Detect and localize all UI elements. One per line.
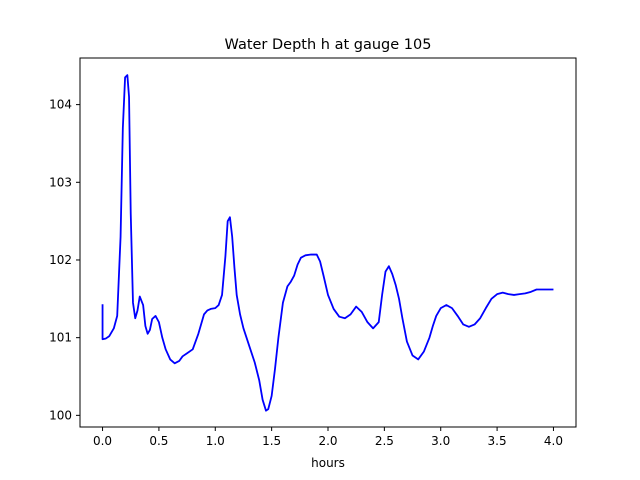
x-tick-label: 3.0: [431, 434, 450, 448]
y-tick-label: 101: [49, 331, 72, 345]
x-tick-label: 4.0: [544, 434, 563, 448]
x-axis-ticks: 0.0 0.5 1.0 1.5 2.0 2.5 3.0 3.5 4.0: [93, 427, 563, 448]
chart-title: Water Depth h at gauge 105: [225, 37, 432, 53]
y-tick-label: 102: [49, 253, 72, 267]
x-tick-label: 2.5: [375, 434, 394, 448]
x-tick-label: 3.5: [488, 434, 507, 448]
plot-frame: [79, 57, 577, 428]
x-tick-label: 1.5: [262, 434, 281, 448]
x-tick-label: 2.0: [318, 434, 337, 448]
y-tick-label: 104: [49, 98, 72, 112]
y-tick-label: 100: [49, 408, 72, 422]
x-axis-label: hours: [311, 456, 345, 470]
y-axis-ticks: 100 101 102 103 104: [49, 98, 80, 422]
x-tick-label: 0.0: [93, 434, 112, 448]
x-tick-label: 0.5: [149, 434, 168, 448]
x-tick-label: 1.0: [206, 434, 225, 448]
y-tick-label: 103: [49, 175, 72, 189]
water-depth-line: [101, 74, 554, 412]
